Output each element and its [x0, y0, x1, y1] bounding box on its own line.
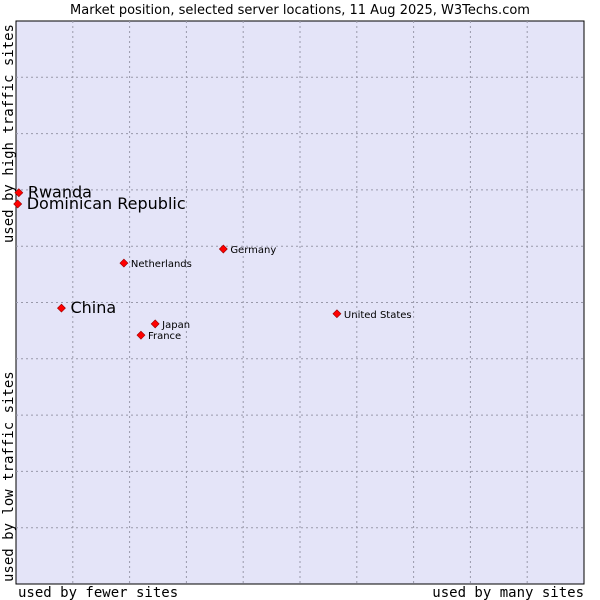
y-axis-label-top: used by high traffic sites	[1, 24, 17, 243]
point-label-france: France	[148, 331, 181, 342]
x-axis-label-left: used by fewer sites	[18, 585, 178, 600]
point-dominican-republic: Dominican Republic	[13, 194, 186, 213]
point-france: France	[136, 330, 181, 342]
point-germany: Germany	[218, 244, 276, 256]
point-marker-germany	[218, 244, 228, 254]
x-axis-label-right: used by many sites	[432, 585, 584, 600]
grid-lines	[16, 21, 584, 584]
point-marker-china	[57, 303, 66, 313]
point-label-rwanda: Rwanda	[28, 183, 92, 202]
point-marker-netherlands	[119, 258, 129, 268]
point-marker-japan	[150, 319, 160, 329]
point-marker-rwanda	[14, 188, 24, 198]
point-united-states: United States	[332, 309, 412, 321]
point-label-dominican-republic: Dominican Republic	[27, 194, 186, 213]
point-japan: Japan	[150, 319, 190, 331]
point-label-netherlands: Netherlands	[131, 259, 192, 270]
y-axis-label-bottom: used by low traffic sites	[1, 371, 17, 582]
point-netherlands: Netherlands	[119, 258, 192, 270]
point-china: China	[57, 298, 116, 317]
point-marker-france	[136, 330, 146, 340]
point-label-germany: Germany	[230, 245, 276, 256]
point-rwanda: Rwanda	[14, 183, 92, 202]
point-marker-united-states	[332, 309, 342, 319]
point-marker-dominican-republic	[13, 199, 23, 209]
chart-title: Market position, selected server locatio…	[70, 3, 530, 18]
point-label-china: China	[70, 298, 116, 317]
point-label-japan: Japan	[161, 320, 190, 331]
point-label-united-states: United States	[344, 310, 412, 321]
